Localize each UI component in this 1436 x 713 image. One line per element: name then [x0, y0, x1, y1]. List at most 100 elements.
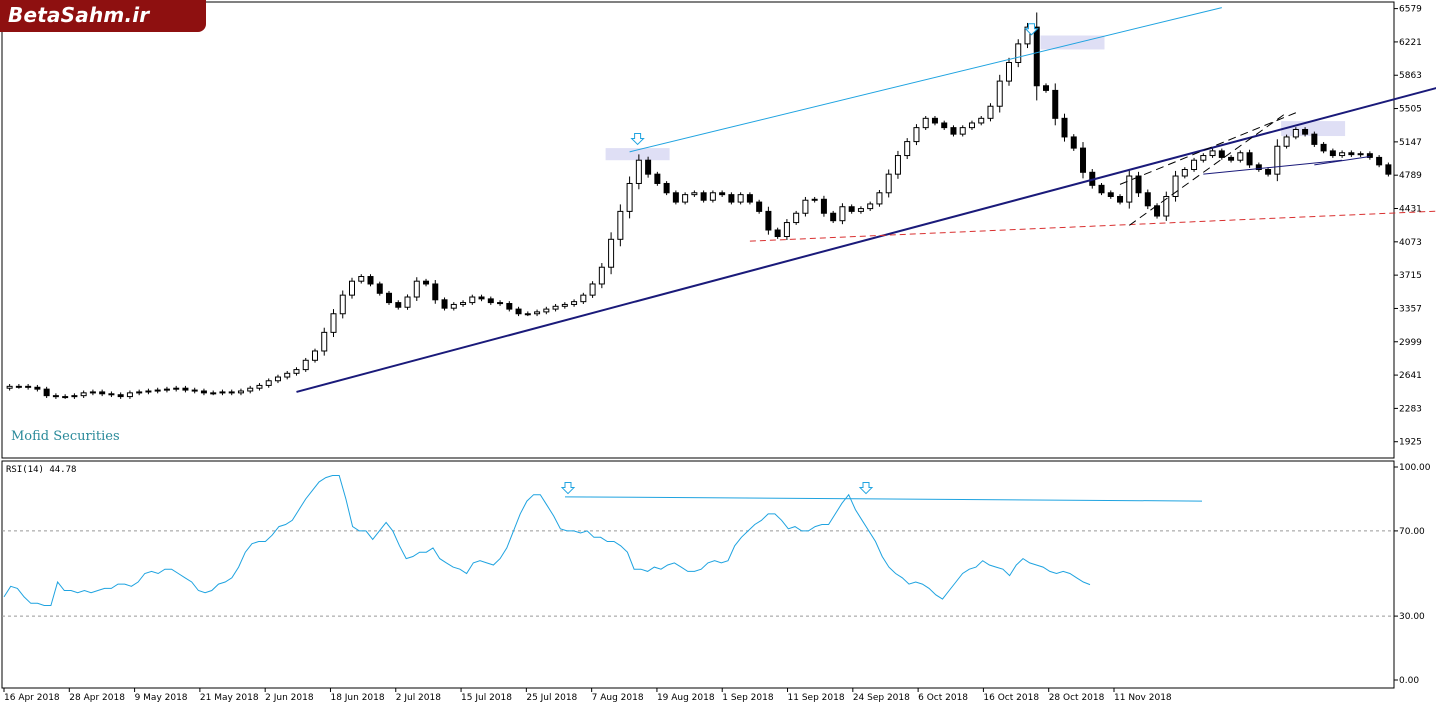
x-tick-label: 2 Jun 2018	[265, 693, 314, 703]
x-tick-label: 7 Aug 2018	[592, 693, 644, 703]
candle-body	[1070, 136, 1077, 149]
candle-body	[404, 296, 411, 308]
candle-body	[173, 387, 180, 390]
candle-body	[43, 388, 50, 397]
candle-body	[682, 194, 689, 203]
price-y-tick-label: 4789	[1399, 171, 1422, 181]
candle-body	[608, 238, 615, 268]
candle-body	[987, 105, 994, 119]
candle-body	[746, 194, 753, 203]
candle-body	[1246, 152, 1253, 166]
candle-body	[293, 369, 300, 374]
candle-body	[626, 182, 633, 212]
candle-body	[996, 80, 1003, 107]
rsi-y-tick-label: 30.00	[1399, 612, 1425, 622]
candle-body	[1043, 85, 1049, 91]
candle-body	[737, 194, 744, 203]
price-y-tick-label: 4431	[1399, 205, 1422, 215]
rsi-arrow-marker	[560, 482, 576, 495]
price-y-tick-label: 5863	[1399, 71, 1422, 81]
candle-body	[441, 299, 448, 309]
candle-body	[1200, 155, 1207, 161]
candle-body	[1228, 156, 1235, 161]
candle-body	[432, 283, 439, 301]
candle-body	[1385, 164, 1392, 175]
price-arrow-marker	[630, 132, 645, 146]
x-tick-label: 6 Oct 2018	[918, 693, 968, 703]
candle-body	[386, 292, 393, 304]
candle-body	[1098, 184, 1105, 194]
candle-body	[561, 303, 568, 307]
candle-body	[349, 280, 355, 296]
candle-body	[460, 302, 467, 305]
candle-body	[219, 391, 226, 394]
price-y-tick-label: 6221	[1399, 38, 1422, 48]
candle-body	[580, 294, 587, 303]
candle-body	[1107, 192, 1114, 197]
candle-body	[1080, 147, 1087, 173]
x-tick-label: 16 Apr 2018	[4, 693, 60, 703]
candle-body	[1181, 169, 1188, 177]
candle-body	[506, 303, 513, 310]
wedge-upper-line	[1314, 155, 1370, 166]
candle-body	[321, 331, 328, 352]
candle-body	[894, 155, 901, 175]
candle-body	[913, 127, 920, 143]
rsi-pane-frame	[1, 460, 1395, 689]
support-dashed-line	[749, 210, 1436, 242]
candle-body	[1339, 152, 1346, 157]
candle-body	[1274, 145, 1281, 175]
candle-body	[413, 280, 420, 298]
upper-channel-line	[629, 7, 1222, 153]
candle-body	[885, 173, 892, 194]
candle-body	[672, 192, 679, 203]
candle-body	[191, 389, 198, 392]
candle-body	[1311, 133, 1318, 145]
candle-body	[376, 283, 383, 294]
candle-body	[497, 302, 504, 305]
candle-body	[1209, 150, 1216, 157]
candle-body	[274, 376, 281, 382]
x-tick-label: 11 Nov 2018	[1114, 693, 1172, 703]
candle-body	[71, 395, 78, 398]
x-tick-label: 16 Oct 2018	[983, 693, 1039, 703]
candle-body	[931, 117, 938, 124]
candle-body	[1283, 136, 1290, 147]
main-trendline	[296, 87, 1436, 393]
candle-body	[182, 387, 189, 391]
candle-body	[487, 298, 494, 304]
candle-body	[941, 122, 948, 129]
candle-body	[589, 283, 596, 296]
x-tick-label: 24 Sep 2018	[853, 693, 910, 703]
candle-body	[237, 390, 244, 394]
candle-body	[978, 117, 985, 124]
candle-body	[515, 308, 522, 315]
candle-body	[99, 391, 106, 395]
candle-body	[89, 391, 96, 394]
candle-body	[1191, 159, 1198, 171]
candle-body	[1320, 143, 1327, 152]
candle-body	[598, 266, 605, 285]
rsi-y-tick-label: 100.00	[1399, 463, 1431, 473]
candle-body	[423, 280, 430, 285]
candle-body	[1117, 195, 1124, 203]
x-tick-label: 2 Jul 2018	[396, 693, 441, 703]
candle-body	[552, 305, 559, 310]
price-pane-frame	[1, 1, 1395, 459]
candle-body	[1163, 195, 1170, 217]
x-tick-label: 15 Jul 2018	[461, 693, 512, 703]
candle-body	[959, 127, 966, 135]
candle-body	[256, 384, 263, 389]
candle-body	[34, 386, 41, 390]
price-y-tick-label: 2641	[1399, 371, 1422, 381]
candle-body	[302, 359, 309, 371]
candle-body	[265, 380, 272, 386]
candle-body	[654, 173, 661, 184]
candle-body	[1302, 128, 1309, 135]
candle-body	[867, 203, 874, 210]
x-tick-label: 25 Jul 2018	[526, 693, 577, 703]
price-y-tick-label: 3357	[1399, 304, 1422, 314]
candle-body	[922, 117, 929, 129]
candle-body	[25, 385, 32, 388]
candle-body	[691, 192, 698, 196]
